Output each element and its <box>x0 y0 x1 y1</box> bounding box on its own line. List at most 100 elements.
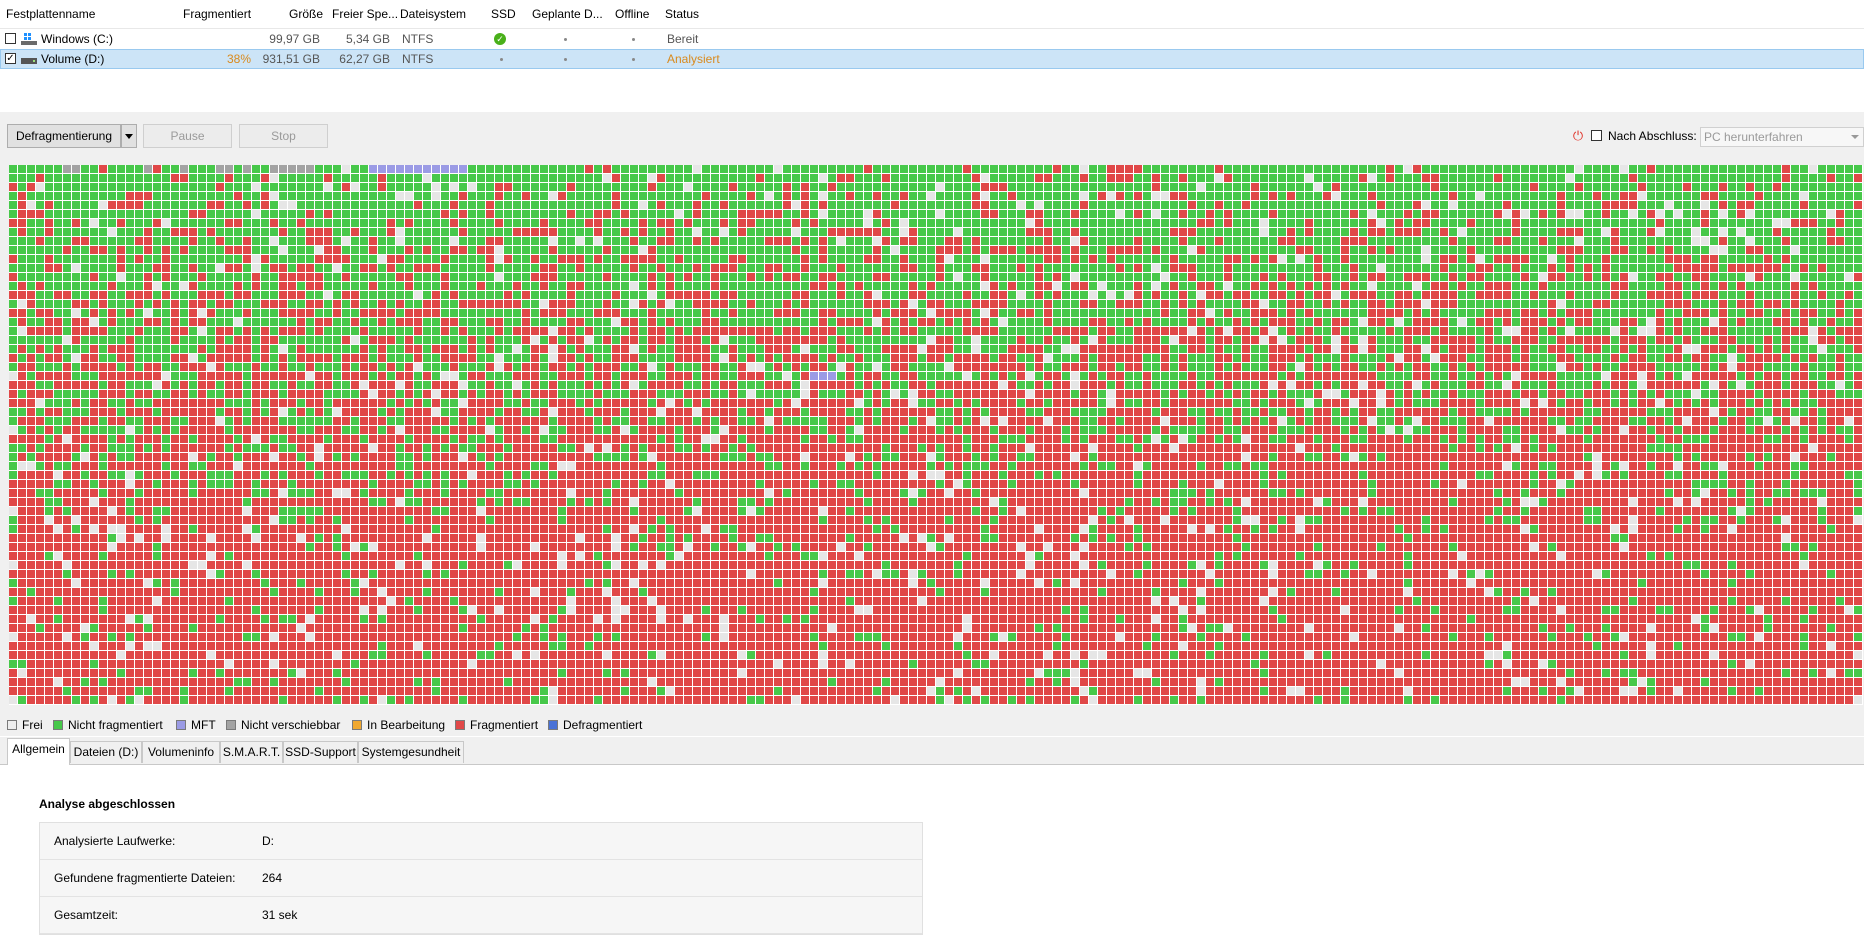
cluster-block <box>315 327 323 335</box>
cluster-block <box>351 264 359 272</box>
cluster-block <box>1494 264 1502 272</box>
cluster-block <box>1062 372 1070 380</box>
cluster-block <box>126 210 134 218</box>
cluster-block <box>1260 255 1268 263</box>
cluster-block <box>1422 309 1430 317</box>
cluster-block <box>1494 300 1502 308</box>
cluster-block <box>1692 183 1700 191</box>
defragment-button[interactable]: Defragmentierung <box>7 124 121 148</box>
cluster-block <box>801 255 809 263</box>
drive-row-c[interactable]: Windows (C:) 99,97 GB 5,34 GB NTFS ✓ Ber… <box>0 29 1864 49</box>
cluster-block <box>675 201 683 209</box>
column-header-offline[interactable]: Offline <box>615 0 649 28</box>
cluster-block <box>675 255 683 263</box>
cluster-block <box>1728 210 1736 218</box>
column-header-fragmented[interactable]: Fragmentiert <box>183 0 251 28</box>
stop-button[interactable]: Stop <box>239 124 328 148</box>
cluster-block <box>45 345 53 353</box>
hard-drive-icon <box>21 55 37 65</box>
cluster-block <box>999 237 1007 245</box>
cluster-block <box>1359 246 1367 254</box>
cluster-block <box>1143 354 1151 362</box>
cluster-block <box>1782 372 1790 380</box>
cluster-block <box>612 246 620 254</box>
cluster-block <box>441 201 449 209</box>
cluster-block <box>1692 201 1700 209</box>
cluster-block <box>1017 309 1025 317</box>
drive-row-d[interactable]: ✓ Volume (D:) 38% 931,51 GB 62,27 GB NTF… <box>0 49 1864 69</box>
cluster-block <box>837 354 845 362</box>
cluster-block <box>1179 192 1187 200</box>
cluster-block <box>1638 255 1646 263</box>
cluster-block <box>846 219 854 227</box>
column-header-free[interactable]: Freier Spe... <box>332 0 398 28</box>
cluster-block <box>873 309 881 317</box>
cluster-block <box>1701 291 1709 299</box>
cluster-block <box>441 174 449 182</box>
cluster-block <box>1791 165 1799 173</box>
cluster-block <box>1269 192 1277 200</box>
cluster-block <box>1620 309 1628 317</box>
cluster-block <box>612 219 620 227</box>
cluster-block <box>729 201 737 209</box>
column-header-scheduled[interactable]: Geplante D... <box>532 0 603 28</box>
cluster-block <box>1548 210 1556 218</box>
cluster-block <box>927 363 935 371</box>
cluster-block <box>1476 228 1484 236</box>
cluster-block <box>504 237 512 245</box>
after-finish-select[interactable]: PC herunterfahren <box>1700 127 1864 147</box>
cluster-block <box>261 282 269 290</box>
pause-button[interactable]: Pause <box>143 124 232 148</box>
after-finish-checkbox[interactable] <box>1591 130 1602 141</box>
cluster-block <box>117 354 125 362</box>
cluster-block <box>909 183 917 191</box>
cluster-block <box>774 237 782 245</box>
cluster-block <box>315 309 323 317</box>
cluster-block <box>594 228 602 236</box>
cluster-block <box>351 363 359 371</box>
cluster-block <box>1350 219 1358 227</box>
cluster-block <box>1152 246 1160 254</box>
cluster-block <box>54 345 62 353</box>
column-header-status[interactable]: Status <box>665 0 699 28</box>
cluster-block <box>216 345 224 353</box>
cluster-block <box>1197 201 1205 209</box>
cluster-block <box>1080 228 1088 236</box>
cluster-block <box>1278 282 1286 290</box>
cluster-block <box>1467 345 1475 353</box>
cluster-block <box>1755 273 1763 281</box>
cluster-block <box>1251 237 1259 245</box>
cluster-block <box>810 363 818 371</box>
defragment-dropdown-arrow[interactable] <box>121 124 137 148</box>
cluster-block <box>1521 291 1529 299</box>
cluster-block <box>1530 174 1538 182</box>
cluster-block <box>324 363 332 371</box>
cluster-block <box>1305 336 1313 344</box>
cluster-block <box>1179 174 1187 182</box>
column-header-size[interactable]: Größe <box>289 0 323 28</box>
cluster-block <box>630 174 638 182</box>
column-header-ssd[interactable]: SSD <box>491 0 516 28</box>
cluster-block <box>1098 237 1106 245</box>
cluster-block <box>1224 354 1232 362</box>
cluster-block <box>1827 174 1835 182</box>
cluster-block <box>1278 336 1286 344</box>
column-header-name[interactable]: Festplattenname <box>6 0 95 28</box>
cluster-block <box>1503 273 1511 281</box>
cluster-block <box>711 264 719 272</box>
drive-checkbox[interactable]: ✓ <box>5 53 16 64</box>
cluster-block <box>549 210 557 218</box>
drive-checkbox[interactable] <box>5 33 16 44</box>
cluster-block <box>126 309 134 317</box>
cluster-block <box>1431 354 1439 362</box>
cluster-block <box>585 246 593 254</box>
cluster-block <box>1161 372 1169 380</box>
cluster-block <box>1368 300 1376 308</box>
cluster-block <box>1503 336 1511 344</box>
cluster-block <box>1188 336 1196 344</box>
column-header-filesystem[interactable]: Dateisystem <box>400 0 466 28</box>
cluster-block <box>702 174 710 182</box>
cluster-block <box>954 336 962 344</box>
cluster-block <box>1674 363 1682 371</box>
cluster-block <box>522 291 530 299</box>
